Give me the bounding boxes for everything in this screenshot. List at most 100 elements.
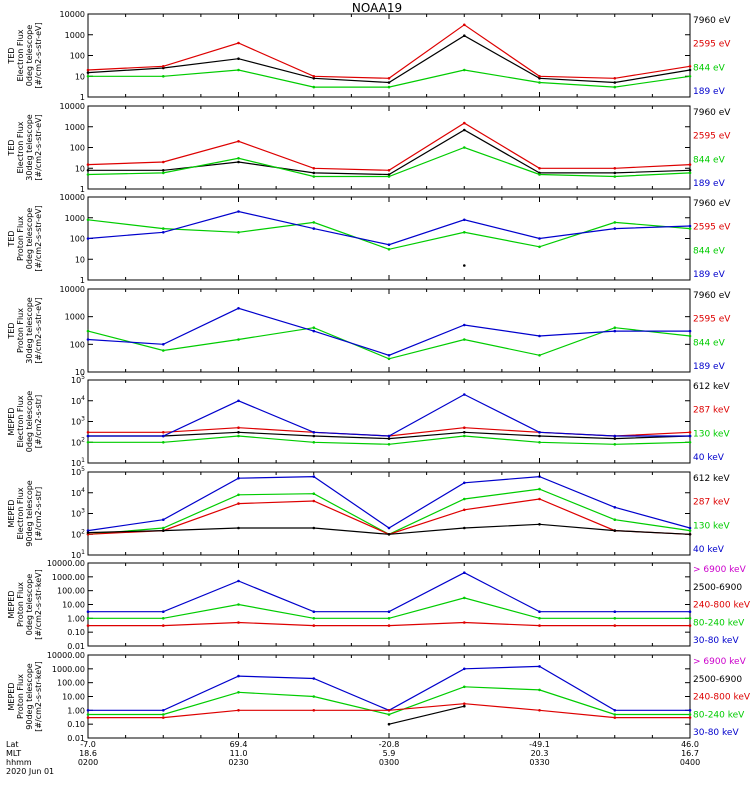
data-point bbox=[463, 434, 466, 438]
y-tick-label: 10 bbox=[75, 368, 85, 377]
y-tick-label: 10 bbox=[75, 164, 85, 173]
x-tick-hhmm: 0300 bbox=[379, 758, 399, 767]
data-point bbox=[688, 709, 692, 712]
data-point bbox=[463, 704, 466, 708]
series-line bbox=[87, 122, 691, 171]
y-axis-label: [#/cm2-s-str-eV] bbox=[34, 114, 43, 180]
series-line bbox=[88, 665, 690, 711]
series-line bbox=[87, 475, 691, 532]
y-tick-label: 100 bbox=[70, 144, 85, 153]
x-tick-lat: -7.0 bbox=[80, 740, 96, 749]
x-tick-mlt: 11.0 bbox=[230, 749, 248, 758]
data-point bbox=[387, 175, 391, 178]
data-point bbox=[237, 41, 240, 45]
series-blue bbox=[86, 665, 692, 712]
panel-4: 10 100 1000 10000 TED Proton Flux 30deg telesc… bbox=[7, 285, 731, 377]
data-point bbox=[463, 426, 466, 430]
series-green bbox=[86, 326, 692, 361]
data-point bbox=[312, 431, 316, 434]
plot-frame bbox=[87, 379, 691, 464]
data-point bbox=[86, 431, 90, 434]
data-point bbox=[237, 493, 240, 497]
data-point bbox=[463, 218, 466, 222]
data-point bbox=[162, 441, 165, 444]
legend-entry: 7960 eV bbox=[693, 108, 731, 118]
y-tick-label: 105 bbox=[71, 466, 85, 477]
data-point bbox=[162, 713, 165, 716]
data-point bbox=[162, 617, 165, 620]
data-point bbox=[613, 713, 617, 716]
data-point bbox=[312, 167, 316, 170]
data-point bbox=[237, 709, 240, 712]
data-point bbox=[613, 437, 617, 440]
data-point bbox=[538, 75, 541, 78]
y-tick-label: 10.00 bbox=[62, 693, 85, 702]
data-point bbox=[387, 243, 391, 246]
data-point bbox=[86, 434, 90, 438]
data-point bbox=[237, 434, 240, 438]
data-point bbox=[613, 518, 617, 521]
data-point bbox=[237, 621, 240, 624]
plot-frame bbox=[87, 196, 691, 281]
panel-1: 1 10 100 1000 10000 TED Electron Flux 0deg tele… bbox=[7, 10, 731, 102]
data-point bbox=[237, 307, 240, 310]
series-green bbox=[86, 68, 692, 89]
legend-entry: 80-240 keV bbox=[693, 618, 745, 628]
data-point bbox=[237, 338, 240, 341]
data-point bbox=[463, 323, 466, 327]
y-tick-label: 100.00 bbox=[57, 679, 85, 688]
data-point bbox=[463, 526, 466, 530]
data-point bbox=[162, 610, 165, 613]
series-black bbox=[387, 704, 466, 726]
legend-entry: 612 keV bbox=[693, 382, 730, 392]
data-point bbox=[162, 75, 165, 78]
data-point bbox=[312, 441, 316, 444]
data-point bbox=[387, 526, 391, 530]
x-tick-mlt: 5.9 bbox=[383, 749, 396, 758]
data-point bbox=[86, 713, 90, 716]
data-point bbox=[312, 677, 316, 680]
legend-entry: 40 keV bbox=[693, 545, 725, 555]
series-line bbox=[87, 210, 691, 246]
x-tick-hhmm: 0330 bbox=[529, 758, 549, 767]
y-tick-label: 0.01 bbox=[67, 734, 85, 743]
series-green bbox=[86, 218, 692, 251]
legend-entry: > 6900 keV bbox=[693, 657, 747, 667]
y-axis-label: MEPED bbox=[7, 683, 16, 711]
data-point bbox=[463, 685, 466, 689]
data-point bbox=[237, 68, 240, 72]
data-point bbox=[86, 75, 90, 78]
data-point bbox=[86, 68, 90, 72]
data-point bbox=[688, 526, 692, 530]
data-point bbox=[312, 75, 316, 78]
data-point bbox=[613, 326, 617, 330]
data-point bbox=[688, 434, 692, 438]
data-point bbox=[613, 617, 617, 620]
data-point bbox=[463, 508, 466, 512]
legend-entry: 30-80 keV bbox=[693, 728, 739, 738]
data-point bbox=[463, 431, 466, 434]
x-tick-lat: 69.4 bbox=[230, 740, 248, 749]
data-point bbox=[237, 431, 240, 434]
panel-6: 101 102 103 104 105 MEPED Electron Flux 90deg t… bbox=[7, 466, 730, 560]
data-point bbox=[86, 624, 90, 627]
data-point bbox=[613, 167, 617, 170]
data-point bbox=[387, 169, 391, 172]
y-tick-label: 10000 bbox=[60, 10, 85, 19]
data-point bbox=[613, 506, 617, 509]
data-point bbox=[86, 338, 90, 341]
data-point bbox=[538, 665, 541, 668]
y-axis-label: 0deg telescope bbox=[25, 25, 34, 86]
y-axis-label: TED bbox=[7, 230, 16, 247]
y-axis-label: Electron Flux bbox=[16, 29, 25, 81]
data-point bbox=[162, 169, 165, 172]
data-point bbox=[86, 163, 90, 166]
legend-entry: 30-80 keV bbox=[693, 636, 739, 646]
x-tick-lat: -20.8 bbox=[379, 740, 400, 749]
data-point bbox=[538, 431, 541, 434]
legend-entry: 7960 eV bbox=[693, 291, 731, 301]
data-point bbox=[162, 529, 165, 532]
data-point bbox=[387, 81, 391, 84]
data-point bbox=[463, 68, 466, 72]
